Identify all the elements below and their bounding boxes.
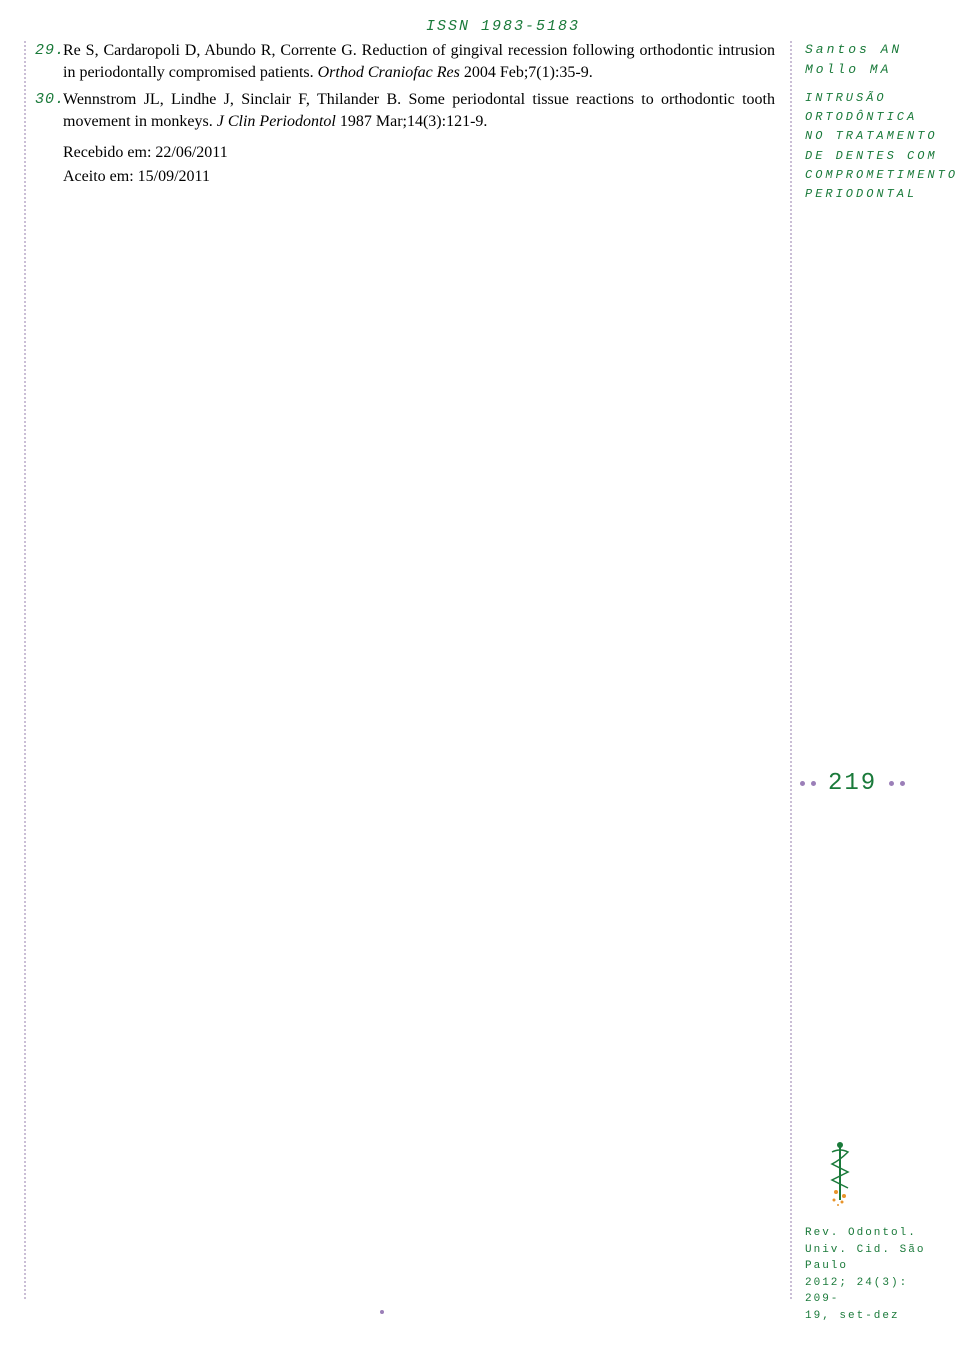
citation-line-3: Paulo bbox=[805, 1258, 945, 1275]
ref-number-29: 29. bbox=[35, 40, 63, 85]
reference-30: 30. Wennstrom JL, Lindhe J, Sinclair F, … bbox=[35, 89, 775, 134]
ref-29-part2: 2004 Feb;7(1):35-9. bbox=[460, 64, 593, 81]
ref-30-journal: J Clin Periodontol bbox=[217, 113, 336, 130]
page-dots-left bbox=[800, 781, 816, 786]
journal-logo bbox=[820, 1140, 860, 1210]
decorative-dot bbox=[889, 781, 894, 786]
page-dots-right bbox=[889, 781, 905, 786]
author-1: Santos AN bbox=[805, 40, 945, 60]
ref-text-29: Re S, Cardaropoli D, Abundo R, Corrente … bbox=[63, 40, 775, 85]
sidebar: Santos AN Mollo MA Intrusão ortodôntica … bbox=[805, 40, 945, 204]
citation-line-1: Rev. Odontol. bbox=[805, 1225, 945, 1242]
reference-29: 29. Re S, Cardaropoli D, Abundo R, Corre… bbox=[35, 40, 775, 85]
citation-line-2: Univ. Cid. São bbox=[805, 1242, 945, 1259]
sidebar-authors: Santos AN Mollo MA bbox=[805, 40, 945, 79]
bottom-decorative-dot bbox=[380, 1310, 384, 1314]
ref-text-30: Wennstrom JL, Lindhe J, Sinclair F, Thil… bbox=[63, 89, 775, 134]
received-date: Recebido em: 22/06/2011 bbox=[63, 142, 775, 164]
decorative-dot bbox=[800, 781, 805, 786]
main-content: 29. Re S, Cardaropoli D, Abundo R, Corre… bbox=[35, 40, 775, 190]
sidebar-article-title: Intrusão ortodôntica no tratamento de de… bbox=[805, 89, 945, 204]
dates-section: Recebido em: 22/06/2011 Aceito em: 15/09… bbox=[35, 142, 775, 189]
citation-line-5: 19, set-dez bbox=[805, 1308, 945, 1325]
issn-header: ISSN 1983-5183 bbox=[426, 18, 580, 35]
left-border-decoration bbox=[24, 40, 26, 1300]
citation-block: Rev. Odontol. Univ. Cid. São Paulo 2012;… bbox=[805, 1225, 945, 1324]
ref-29-journal: Orthod Craniofac Res bbox=[318, 64, 460, 81]
decorative-dot bbox=[900, 781, 905, 786]
ref-30-part2: 1987 Mar;14(3):121-9. bbox=[336, 113, 488, 130]
ref-number-30: 30. bbox=[35, 89, 63, 134]
caduceus-icon bbox=[820, 1140, 860, 1210]
decorative-dot bbox=[811, 781, 816, 786]
author-2: Mollo MA bbox=[805, 60, 945, 80]
page-number-section: 219 bbox=[800, 770, 905, 797]
page-number: 219 bbox=[828, 770, 877, 797]
accepted-date: Aceito em: 15/09/2011 bbox=[63, 166, 775, 188]
citation-line-4: 2012; 24(3): 209- bbox=[805, 1275, 945, 1308]
right-border-decoration bbox=[790, 40, 792, 1300]
